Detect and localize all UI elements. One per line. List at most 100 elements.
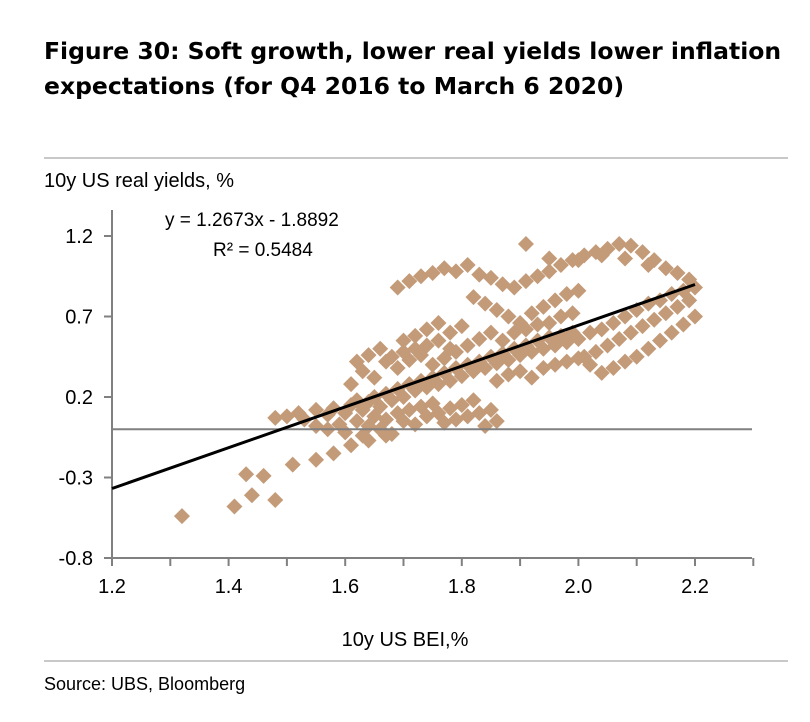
data-point [412,268,429,285]
x-tick-label: 2.2 [681,576,709,598]
data-point [401,401,418,418]
data-point [529,316,546,333]
data-point [657,305,674,322]
data-point [343,437,360,454]
data-point [617,353,634,370]
data-point [570,331,587,348]
data-point [482,401,499,418]
data-point [471,266,488,283]
data-point [308,451,325,468]
data-point [436,414,453,431]
data-point [669,265,686,282]
data-point [500,351,517,368]
data-point [646,311,663,328]
y-ticks: 1.2 0.7 0.2 -0.3 -0.8 [59,226,112,570]
data-point [418,408,435,425]
data-point [640,256,657,273]
data-point [395,389,412,405]
data-point [238,466,255,483]
data-point [395,332,412,349]
data-point [523,305,540,322]
data-point [570,252,587,269]
bottom-divider [44,660,788,662]
data-point [558,285,575,302]
data-point [488,372,505,389]
data-point [471,405,488,422]
data-point [529,268,546,285]
data-point [512,314,529,331]
data-point [348,413,365,430]
data-point [459,256,476,273]
y-tick-label: 0.7 [65,307,93,329]
figure-title: Figure 30: Soft growth, lower real yield… [44,37,782,100]
r-squared: R² = 0.5484 [213,240,313,261]
data-point [366,369,383,386]
data-point [447,263,464,280]
data-point [547,356,564,373]
data-point [634,244,651,261]
data-point [482,324,499,341]
data-point [267,409,284,426]
data-point [436,260,453,277]
data-point [552,256,569,273]
y-tick-label: -0.8 [59,548,93,570]
x-tick-label: 1.2 [98,576,126,598]
data-point [488,413,505,430]
data-point [494,332,511,349]
data-point [611,236,628,253]
data-point [418,321,435,338]
data-point [226,498,243,515]
data-point [523,343,540,360]
data-point [447,343,464,360]
data-point [681,271,698,288]
y-axis-title: 10y US real yields, % [44,170,235,192]
top-divider [44,157,788,159]
data-point [617,250,634,267]
data-point [652,332,669,349]
data-point [628,348,645,365]
data-point [401,273,418,290]
data-point [622,237,639,254]
data-point [552,308,569,325]
data-point [477,360,494,377]
data-point [325,445,342,462]
data-point [622,324,639,341]
data-point [593,364,610,381]
data-point [488,302,505,319]
data-point [471,331,488,348]
data-point [523,369,540,386]
data-point [547,292,564,309]
data-point [477,295,494,312]
data-point [500,308,517,325]
data-point [243,487,260,504]
x-ticks: 1.2 1.4 1.6 1.8 2.0 2.2 [98,558,755,598]
data-point [535,298,552,315]
data-point [343,376,360,393]
data-point [593,321,610,338]
y-tick-label: -0.3 [59,468,93,490]
data-point [599,337,616,354]
x-tick-label: 1.4 [215,576,243,598]
data-point [447,411,464,428]
data-point [681,292,698,309]
data-point [558,353,575,370]
data-point [284,456,301,473]
data-point [512,363,529,380]
data-point [430,332,447,349]
data-point [570,282,587,299]
data-point [459,337,476,354]
data-point [442,324,459,341]
data-point [663,324,680,341]
data-point [378,411,395,428]
data-point [494,276,511,293]
data-point [395,413,412,430]
y-tick-label: 0.2 [65,387,93,409]
data-point [541,250,558,267]
data-point [401,351,418,368]
y-tick-label: 1.2 [65,226,93,248]
data-point [412,347,429,364]
data-point [442,372,459,389]
data-point [593,247,610,264]
data-point [500,366,517,383]
data-point [354,363,371,380]
